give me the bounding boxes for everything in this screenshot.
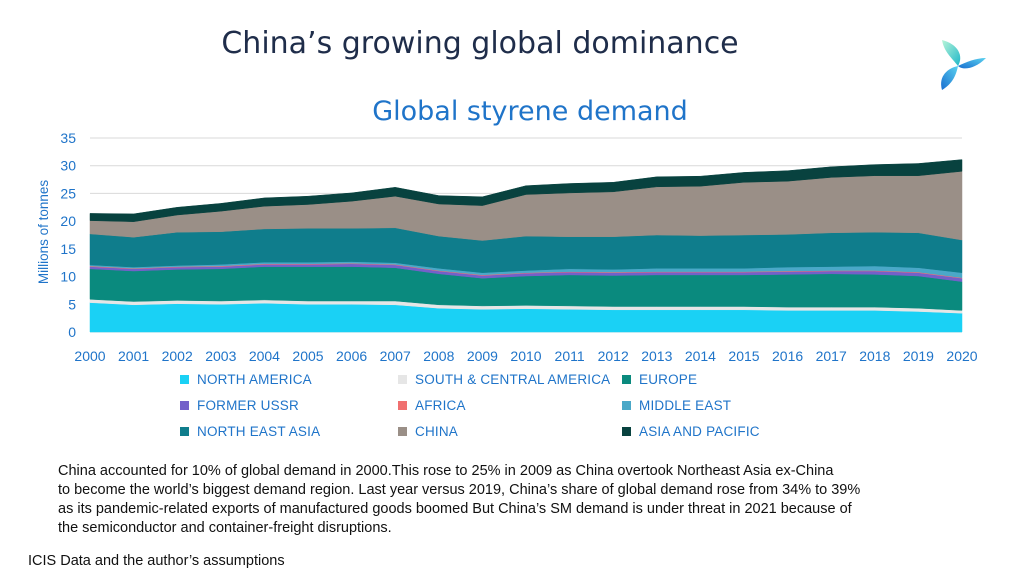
y-tick-labels: 0 5 10 15 20 25 30 35: [60, 130, 76, 340]
y-tick-label: 15: [60, 241, 76, 257]
legend-item: CHINA: [398, 424, 458, 439]
legend-swatch: [398, 375, 407, 384]
legend-item: EUROPE: [622, 372, 697, 387]
commentary-text: China accounted for 10% of global demand…: [58, 462, 1018, 538]
legend-label: EUROPE: [639, 372, 698, 387]
legend-item: NORTH EAST ASIA: [180, 424, 320, 439]
x-tick-label: 2018: [859, 348, 890, 364]
x-tick-label: 2000: [74, 348, 105, 364]
x-tick-label: 2001: [118, 348, 149, 364]
chart-title: Global styrene demand: [372, 96, 688, 127]
legend-swatch: [622, 401, 631, 410]
x-tick-label: 2008: [423, 348, 454, 364]
legend-label: SOUTH & CENTRAL AMERICA: [415, 372, 611, 387]
x-tick-label: 2014: [685, 348, 716, 364]
x-tick-label: 2009: [467, 348, 498, 364]
note-line: the semiconductor and container-freight …: [58, 520, 392, 536]
y-tick-label: 20: [60, 213, 76, 229]
x-tick-label: 2015: [728, 348, 759, 364]
x-tick-label: 2020: [946, 348, 977, 364]
legend-item: NORTH AMERICA: [180, 372, 312, 387]
page-title: China’s growing global dominance: [221, 26, 739, 61]
note-line: China accounted for 10% of global demand…: [58, 463, 834, 479]
tri-petal-logo-icon: [941, 40, 986, 90]
area-asia-and-pacific: [89, 159, 963, 222]
legend-label: AFRICA: [415, 398, 466, 413]
x-tick-label: 2010: [510, 348, 541, 364]
x-tick-label: 2003: [205, 348, 236, 364]
note-line: as its pandemic-related exports of manuf…: [58, 501, 852, 517]
x-tick-label: 2005: [292, 348, 323, 364]
legend-label: FORMER USSR: [197, 398, 299, 413]
legend-item: ASIA AND PACIFIC: [622, 424, 760, 439]
legend-label: ASIA AND PACIFIC: [639, 424, 760, 439]
legend-label: MIDDLE EAST: [639, 398, 732, 413]
legend-swatch: [398, 401, 407, 410]
x-tick-label: 2004: [249, 348, 280, 364]
y-tick-label: 30: [60, 158, 76, 174]
legend-item: MIDDLE EAST: [622, 398, 731, 413]
x-tick-label: 2011: [555, 348, 585, 364]
legend-swatch: [622, 427, 631, 436]
x-tick-label: 2016: [772, 348, 803, 364]
x-tick-label: 2013: [641, 348, 672, 364]
legend-swatch: [180, 427, 189, 436]
x-tick-label: 2006: [336, 348, 367, 364]
x-tick-labels: 2000 2001 2002 2003 2004 2005 2006 2007 2008 2009…: [74, 348, 977, 364]
x-tick-label: 2017: [816, 348, 847, 364]
x-tick-label: 2019: [903, 348, 934, 364]
y-axis-label: Millions of tonnes: [36, 180, 51, 285]
legend-label: NORTH AMERICA: [197, 372, 312, 387]
legend-swatch: [398, 427, 407, 436]
series-areas: [89, 159, 963, 333]
legend-swatch: [180, 401, 189, 410]
legend-label: CHINA: [415, 424, 459, 439]
legend-item: FORMER USSR: [180, 398, 299, 413]
note-line: to become the world’s biggest demand reg…: [58, 482, 861, 498]
legend-item: SOUTH & CENTRAL AMERICA: [398, 372, 610, 387]
x-tick-label: 2002: [162, 348, 193, 364]
y-tick-label: 25: [60, 185, 76, 201]
legend-item: AFRICA: [398, 398, 466, 413]
chart-legend: NORTH AMERICA SOUTH & CENTRAL AMERICA EURO…: [180, 372, 880, 452]
legend-label: NORTH EAST ASIA: [197, 424, 321, 439]
y-tick-label: 5: [68, 296, 76, 312]
legend-swatch: [180, 375, 189, 384]
legend-swatch: [622, 375, 631, 384]
y-tick-label: 10: [60, 269, 76, 285]
source-note: ICIS Data and the author’s assumptions: [28, 553, 285, 569]
x-tick-label: 2007: [380, 348, 411, 364]
y-tick-label: 35: [60, 130, 76, 146]
x-tick-label: 2012: [598, 348, 629, 364]
y-tick-label: 0: [68, 324, 76, 340]
